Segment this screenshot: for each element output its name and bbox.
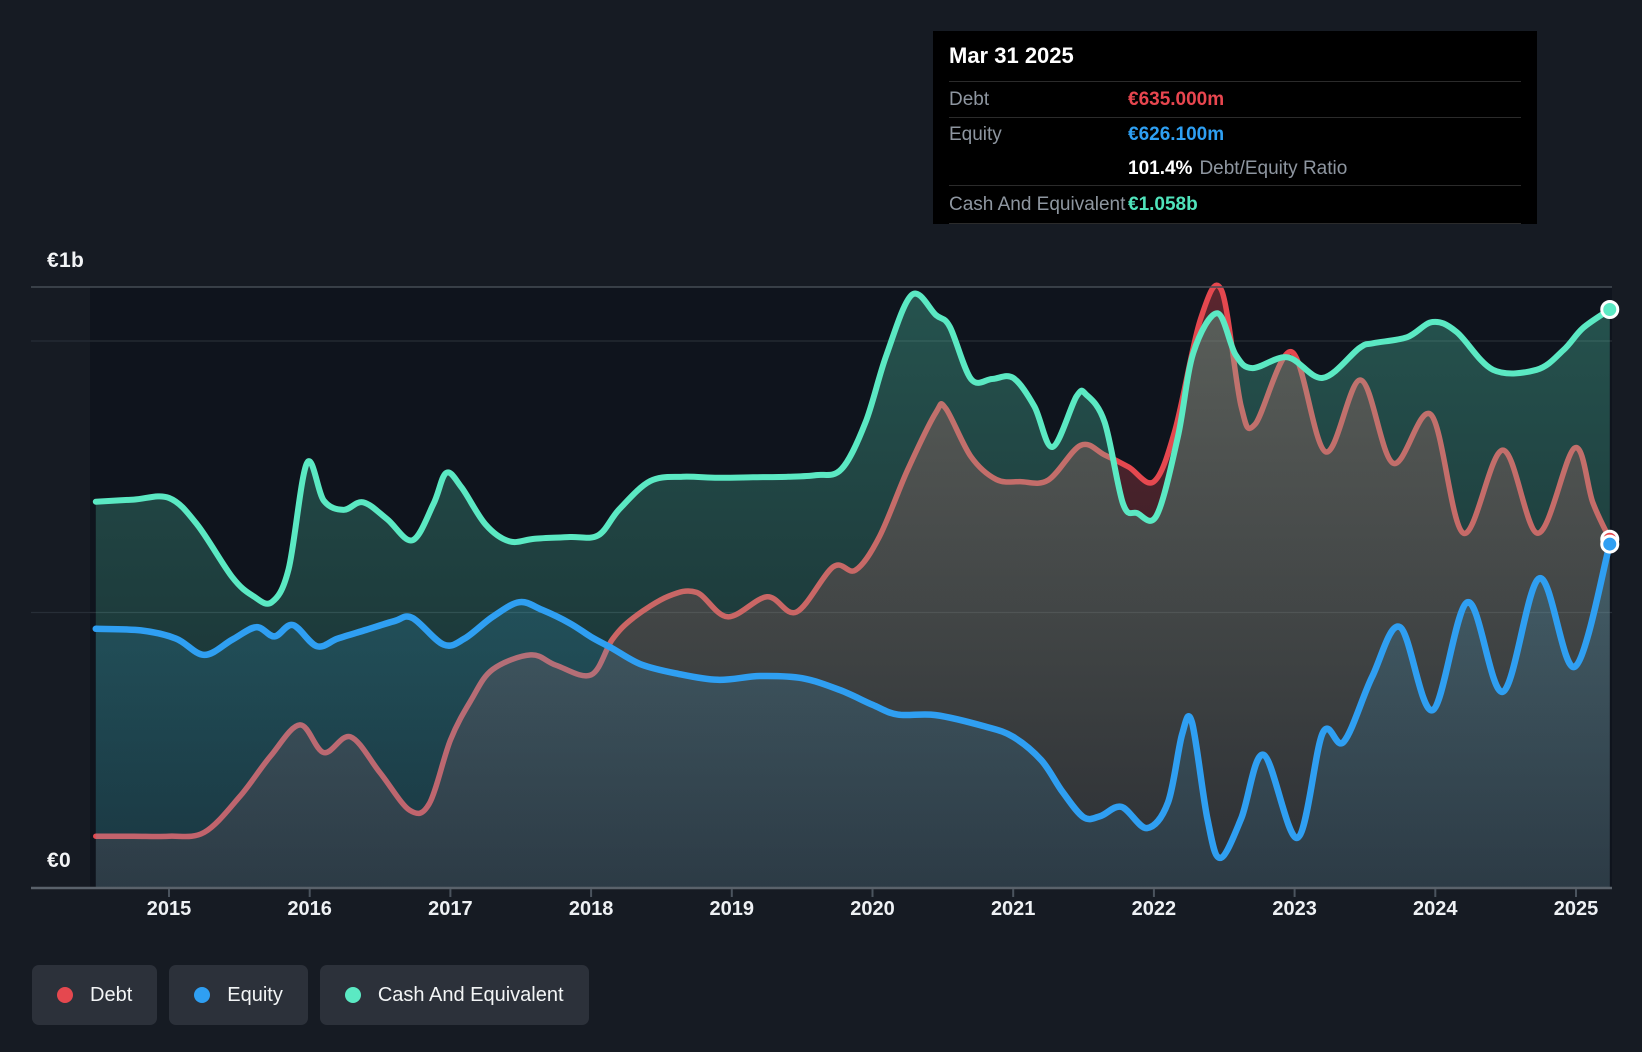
tooltip-row-debt: Debt €635.000m <box>949 81 1521 117</box>
tooltip-row-equity: Equity €626.100m <box>949 117 1521 152</box>
y-axis-label-0: €0 <box>47 849 71 872</box>
chart-legend: Debt Equity Cash And Equivalent <box>32 965 589 1025</box>
tooltip-row-ratio: 101.4% Debt/Equity Ratio <box>949 152 1521 185</box>
tooltip-ratio-value: 101.4% <box>1128 157 1193 179</box>
tooltip-date: Mar 31 2025 <box>949 43 1074 68</box>
hover-tooltip: Mar 31 2025 Debt €635.000m Equity €626.1… <box>933 31 1537 224</box>
cash-line <box>92 290 1613 607</box>
tooltip-cash-label: Cash And Equivalent <box>949 193 1126 215</box>
tooltip-debt-label: Debt <box>949 88 990 110</box>
tooltip-cash-value: €1.058b <box>1128 193 1198 215</box>
tooltip-ratio-label: Debt/Equity Ratio <box>1199 157 1348 179</box>
legend-item-equity[interactable]: Equity <box>169 965 308 1025</box>
legend-debt-label: Debt <box>90 983 133 1006</box>
tooltip-debt-value: €635.000m <box>1128 88 1225 110</box>
equity-legend-dot-icon <box>194 987 211 1003</box>
legend-equity-label: Equity <box>227 983 283 1006</box>
equity-endpoint-dot <box>1600 534 1620 554</box>
legend-item-debt[interactable]: Debt <box>32 965 158 1025</box>
tooltip-equity-value: €626.100m <box>1128 124 1225 145</box>
tooltip-equity-label: Equity <box>949 124 1002 145</box>
y-axis-label-1b: €1b <box>47 249 85 272</box>
tooltip-row-cash: Cash And Equivalent €1.058b <box>949 185 1521 224</box>
cash-legend-dot-icon <box>344 987 361 1003</box>
legend-item-cash[interactable]: Cash And Equivalent <box>319 965 589 1025</box>
legend-cash-label: Cash And Equivalent <box>377 983 564 1006</box>
cash-area <box>95 293 1610 887</box>
cash-endpoint-dot <box>1600 300 1620 320</box>
debt-legend-dot-icon <box>57 987 73 1003</box>
equity-line <box>92 540 1614 862</box>
